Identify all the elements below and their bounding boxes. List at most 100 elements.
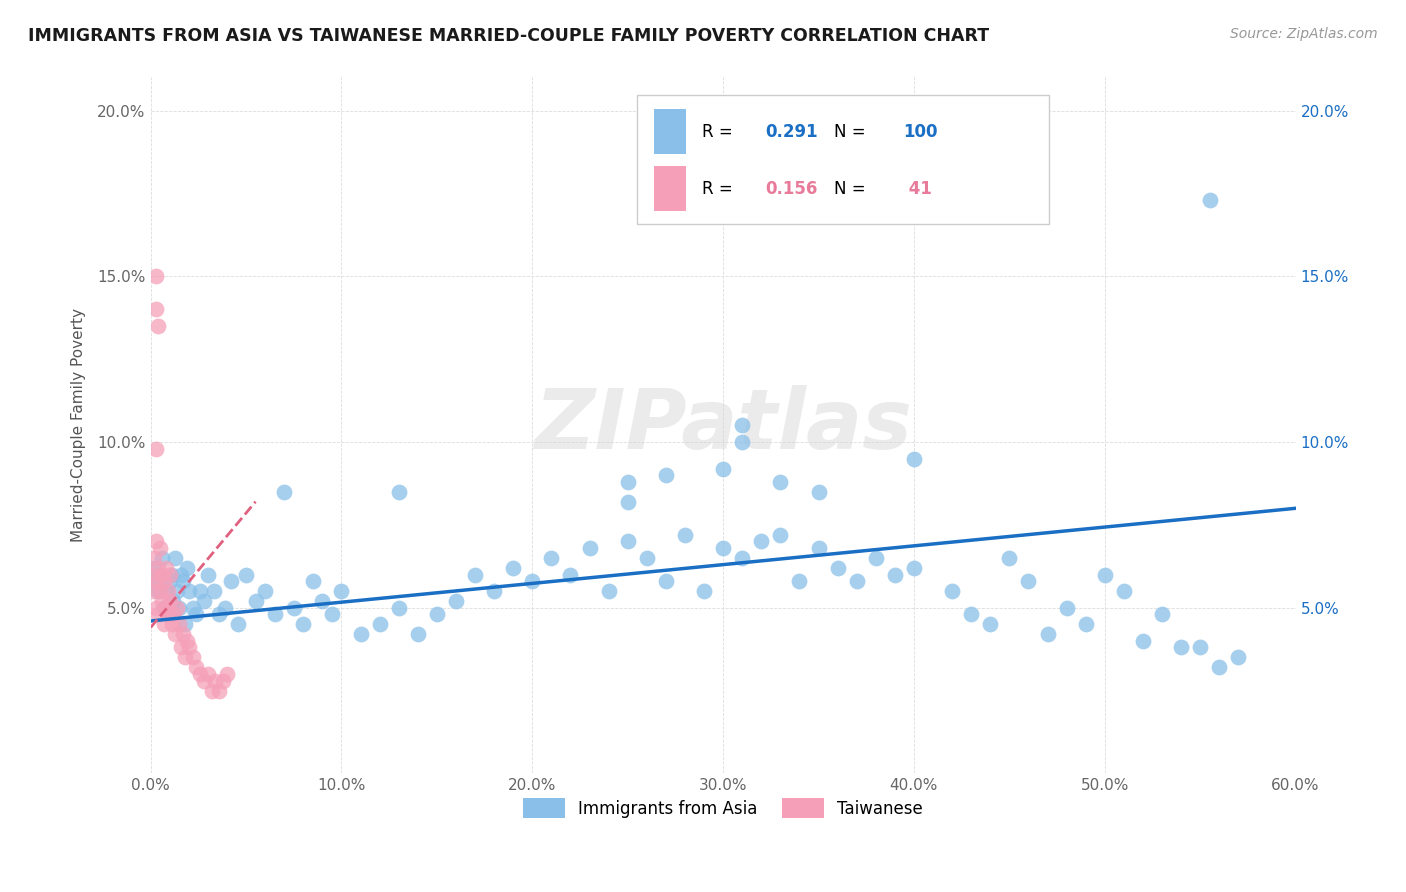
Point bbox=[193, 673, 215, 688]
Point bbox=[166, 600, 188, 615]
Point bbox=[166, 584, 188, 599]
Point bbox=[1132, 633, 1154, 648]
Point bbox=[197, 667, 219, 681]
Point bbox=[202, 584, 225, 599]
Text: N =: N = bbox=[834, 180, 872, 198]
Point bbox=[941, 584, 963, 599]
Point bbox=[673, 528, 696, 542]
Point bbox=[174, 650, 197, 665]
Point bbox=[188, 667, 211, 681]
Point bbox=[148, 561, 170, 575]
Point bbox=[165, 551, 187, 566]
Point bbox=[979, 617, 1001, 632]
Point bbox=[145, 442, 167, 456]
Point bbox=[149, 584, 172, 599]
Point bbox=[749, 534, 772, 549]
Point bbox=[560, 567, 582, 582]
Point bbox=[228, 617, 250, 632]
Point bbox=[1056, 600, 1078, 615]
Point bbox=[153, 600, 176, 615]
Point bbox=[172, 574, 194, 589]
Point bbox=[1094, 567, 1116, 582]
Text: R =: R = bbox=[703, 180, 738, 198]
Point bbox=[731, 418, 754, 433]
Point bbox=[167, 617, 190, 632]
Point bbox=[143, 551, 166, 566]
Point bbox=[903, 451, 925, 466]
Point bbox=[162, 607, 184, 622]
Point bbox=[149, 567, 172, 582]
Point bbox=[212, 673, 235, 688]
FancyBboxPatch shape bbox=[637, 95, 1049, 224]
Point bbox=[160, 567, 183, 582]
Point bbox=[349, 627, 371, 641]
Point bbox=[204, 673, 226, 688]
Point bbox=[655, 468, 678, 483]
Point bbox=[153, 617, 176, 632]
Point bbox=[1189, 640, 1212, 655]
Point bbox=[214, 600, 236, 615]
Point bbox=[1036, 627, 1059, 641]
Point bbox=[540, 551, 562, 566]
Text: IMMIGRANTS FROM ASIA VS TAIWANESE MARRIED-COUPLE FAMILY POVERTY CORRELATION CHAR: IMMIGRANTS FROM ASIA VS TAIWANESE MARRIE… bbox=[28, 27, 990, 45]
Point bbox=[693, 584, 716, 599]
Point bbox=[311, 594, 333, 608]
Point bbox=[636, 551, 658, 566]
Point bbox=[1008, 186, 1031, 201]
Point bbox=[208, 683, 231, 698]
Point bbox=[1017, 574, 1039, 589]
Text: R =: R = bbox=[703, 123, 738, 141]
Point bbox=[159, 574, 181, 589]
Point bbox=[731, 435, 754, 450]
Point bbox=[177, 584, 200, 599]
Point bbox=[769, 475, 792, 489]
Point bbox=[655, 574, 678, 589]
Point bbox=[145, 600, 167, 615]
Point bbox=[150, 567, 173, 582]
Point bbox=[731, 551, 754, 566]
Point bbox=[789, 574, 811, 589]
Point bbox=[159, 594, 181, 608]
Point bbox=[148, 607, 170, 622]
Point bbox=[388, 600, 411, 615]
Point bbox=[150, 594, 173, 608]
Point bbox=[1208, 660, 1230, 674]
Point bbox=[1150, 607, 1173, 622]
Point bbox=[616, 475, 638, 489]
Point bbox=[188, 584, 211, 599]
Point bbox=[883, 567, 905, 582]
Point bbox=[156, 607, 179, 622]
Point bbox=[301, 574, 323, 589]
Point bbox=[148, 584, 170, 599]
Point bbox=[170, 640, 193, 655]
Point bbox=[482, 584, 505, 599]
Point bbox=[141, 567, 163, 582]
Text: 0.156: 0.156 bbox=[765, 180, 818, 198]
Point bbox=[711, 541, 734, 555]
Point bbox=[167, 600, 190, 615]
Point bbox=[193, 594, 215, 608]
Point bbox=[807, 484, 830, 499]
Point bbox=[1227, 650, 1250, 665]
Point bbox=[170, 567, 193, 582]
Point bbox=[711, 461, 734, 475]
Point bbox=[1198, 193, 1220, 207]
Point bbox=[616, 494, 638, 508]
Point bbox=[578, 541, 600, 555]
Point bbox=[176, 561, 198, 575]
Y-axis label: Married-Couple Family Poverty: Married-Couple Family Poverty bbox=[72, 309, 86, 542]
Point bbox=[153, 574, 176, 589]
Point bbox=[245, 594, 267, 608]
Point bbox=[155, 584, 177, 599]
Point bbox=[177, 640, 200, 655]
Point bbox=[998, 551, 1021, 566]
Legend: Immigrants from Asia, Taiwanese: Immigrants from Asia, Taiwanese bbox=[516, 792, 929, 824]
Point bbox=[160, 617, 183, 632]
Point bbox=[162, 594, 184, 608]
FancyBboxPatch shape bbox=[654, 109, 686, 154]
Point bbox=[263, 607, 285, 622]
Point bbox=[149, 541, 172, 555]
Point bbox=[174, 617, 197, 632]
Point bbox=[176, 633, 198, 648]
Point bbox=[807, 541, 830, 555]
